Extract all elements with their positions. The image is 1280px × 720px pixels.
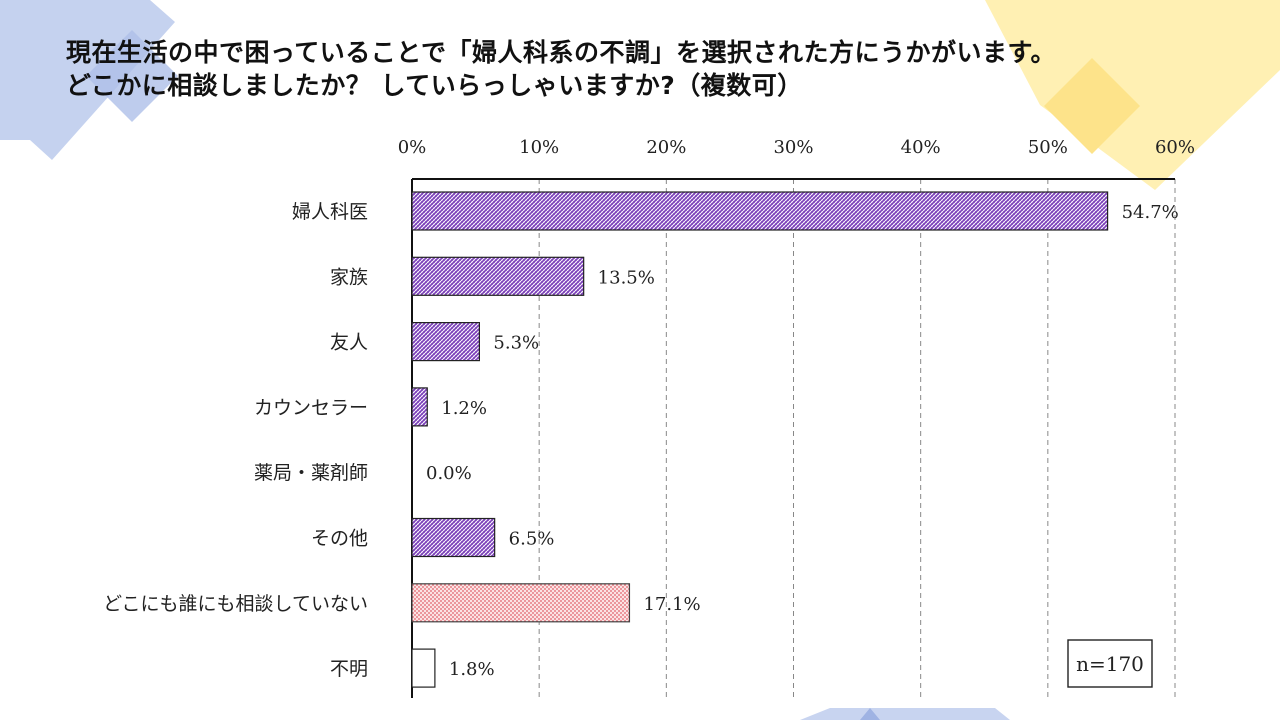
category-label: 友人	[330, 332, 368, 354]
bar	[411, 387, 428, 427]
deco-blue-shape-bottom	[800, 708, 1010, 720]
bar	[411, 191, 1109, 231]
bar	[411, 517, 496, 558]
tick-label: 0%	[398, 137, 427, 158]
chart-title: 現在生活の中で困っていることで「婦人科系の不調」を選択された方にうかがいます。 …	[66, 36, 1246, 102]
tick-label: 20%	[646, 137, 686, 158]
value-label: 5.3%	[493, 333, 539, 354]
value-label: 1.2%	[441, 398, 487, 419]
value-label: 17.1%	[643, 594, 700, 615]
category-label: どこにも誰にも相談していない	[103, 593, 368, 615]
bar	[411, 583, 631, 623]
title-line-1: 現在生活の中で困っていることで「婦人科系の不調」を選択された方にうかがいます。	[66, 38, 1057, 67]
tick-label: 40%	[901, 137, 941, 158]
value-label: 0.0%	[426, 463, 472, 484]
category-label: 家族	[330, 266, 368, 288]
deco-blue-diamond-bottom	[860, 708, 880, 720]
value-label: 13.5%	[598, 267, 655, 288]
value-label: 6.5%	[509, 529, 555, 550]
value-label: 1.8%	[449, 659, 495, 680]
tick-label: 50%	[1028, 137, 1068, 158]
category-label: 不明	[330, 658, 368, 680]
category-label: 薬局・薬剤師	[254, 462, 368, 484]
deco-blue-diamond	[86, 30, 178, 122]
title-line-2: どこかに相談しましたか？ していらっしゃいますか?（複数可）	[66, 71, 803, 100]
bar	[411, 648, 436, 688]
category-label: その他	[311, 528, 368, 550]
tick-label: 60%	[1155, 137, 1195, 158]
category-label: 婦人科医	[292, 201, 368, 223]
tick-label: 10%	[519, 137, 559, 158]
bar	[411, 322, 480, 362]
sample-size-box	[1067, 639, 1153, 688]
bar	[411, 256, 585, 296]
value-label: 54.7%	[1122, 202, 1179, 223]
deco-yellow-shape-top-right	[985, 0, 1280, 190]
tick-label: 30%	[773, 137, 813, 158]
deco-yellow-diamond	[1044, 58, 1140, 154]
category-label: カウンセラー	[254, 397, 368, 419]
sample-size-label: n=170	[1076, 652, 1144, 676]
